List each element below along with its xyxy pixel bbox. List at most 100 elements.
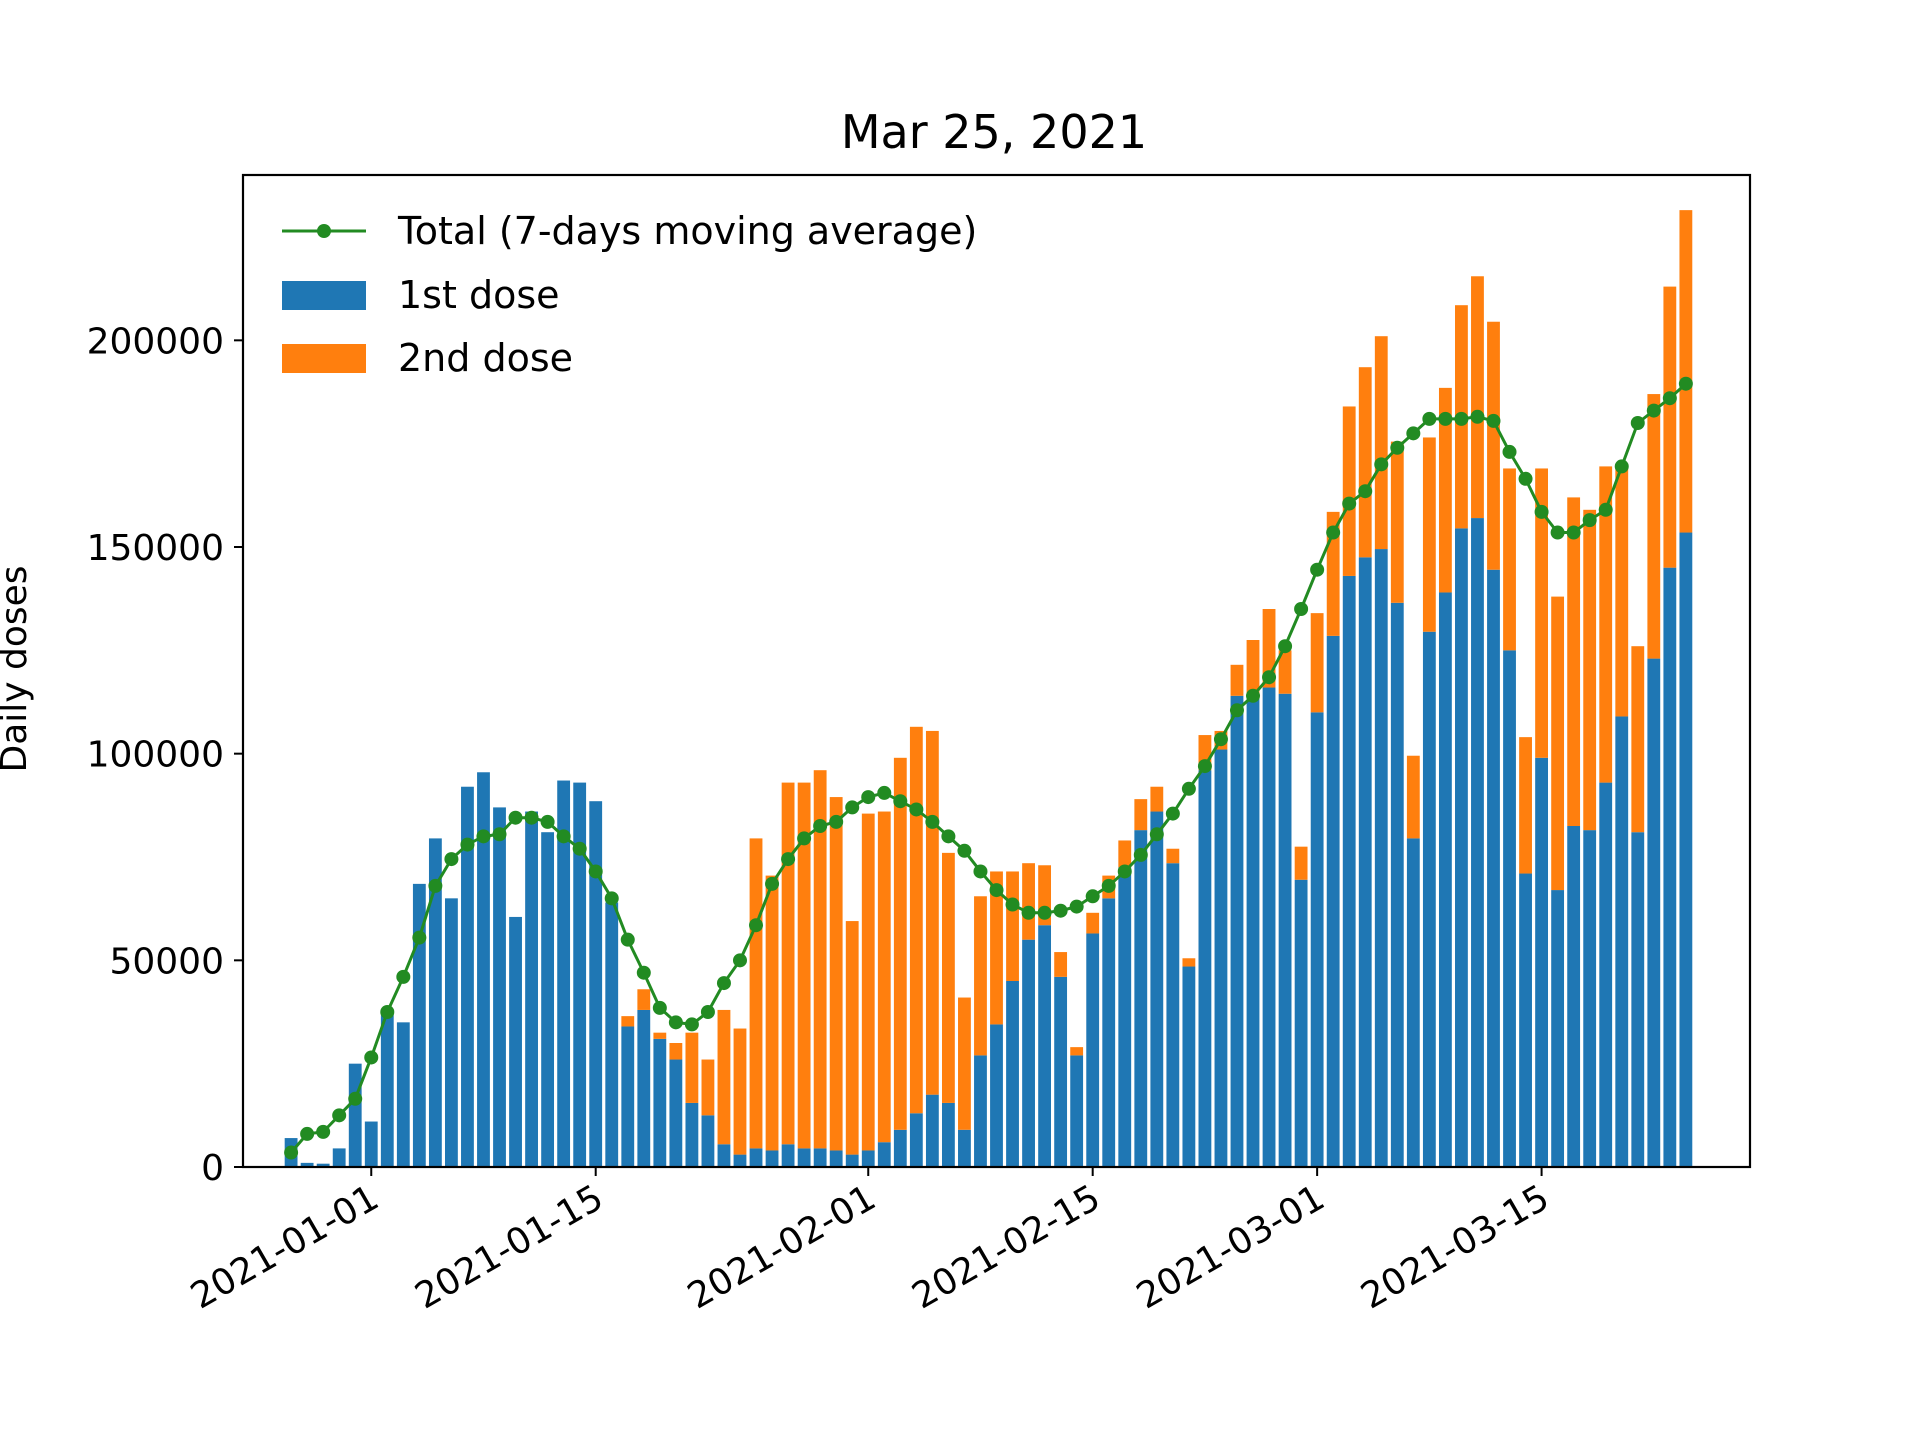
first-dose-bar: [1519, 873, 1532, 1167]
moving-average-point: [428, 878, 443, 893]
moving-average-point: [1550, 525, 1565, 540]
second-dose-bar: [1246, 640, 1260, 698]
moving-average-point: [989, 883, 1004, 898]
plot-area-frame: [241, 173, 1752, 1169]
moving-average-point: [1390, 440, 1405, 455]
moving-average-point: [492, 827, 507, 842]
second-dose-bar: [1294, 846, 1308, 880]
first-dose-bar: [1679, 532, 1693, 1167]
moving-average-point: [284, 1145, 299, 1160]
moving-average-series: [284, 376, 1693, 1160]
moving-average-point: [1534, 504, 1549, 519]
first-dose-bar: [637, 1009, 651, 1167]
y-tick-label: 50000: [109, 941, 224, 982]
moving-average-point: [1630, 416, 1645, 430]
moving-average-point: [556, 829, 571, 844]
moving-average-point: [941, 829, 956, 844]
first-dose-bar: [1342, 575, 1356, 1167]
first-dose-bar: [861, 1150, 875, 1167]
first-dose-bar: [1294, 879, 1308, 1167]
second-dose-bar: [1647, 394, 1661, 659]
moving-average-point: [1181, 781, 1196, 796]
first-dose-bar: [1086, 933, 1100, 1167]
moving-average-point: [1069, 899, 1084, 914]
legend-label-second-dose: 2nd dose: [398, 336, 573, 380]
moving-average-point: [524, 810, 539, 825]
moving-average-point: [348, 1091, 363, 1106]
first-dose-bar: [1374, 549, 1388, 1167]
second-dose-bar: [621, 1016, 635, 1027]
moving-average-point: [316, 1124, 331, 1139]
first-dose-bar: [1326, 635, 1340, 1167]
moving-average-point: [877, 785, 892, 800]
first-dose-bar: [1503, 650, 1516, 1167]
moving-average-point: [1085, 889, 1100, 904]
first-dose-bar: [1278, 693, 1292, 1167]
moving-average-point: [1406, 426, 1421, 441]
x-tick-label: 2021-03-15: [1354, 1177, 1556, 1317]
second-dose-bar: [813, 770, 827, 1149]
moving-average-point: [973, 864, 988, 879]
moving-average-point: [300, 1126, 315, 1141]
first-dose-bar: [1551, 890, 1565, 1167]
first-dose-bar: [1054, 976, 1068, 1167]
first-dose-bar: [893, 1129, 907, 1167]
second-dose-bar: [749, 838, 763, 1149]
second-dose-bar: [1374, 336, 1388, 550]
moving-average-point: [1438, 411, 1453, 426]
first-dose-bar: [1631, 832, 1645, 1167]
first-dose-bar: [1310, 712, 1324, 1167]
first-dose-bar: [1022, 939, 1035, 1167]
moving-average-point: [1566, 525, 1581, 540]
moving-average-point: [540, 814, 555, 829]
first-dose-bar: [653, 1038, 667, 1167]
moving-average-point: [1213, 732, 1228, 747]
moving-average-point: [364, 1050, 379, 1065]
moving-average-point: [1454, 411, 1469, 426]
moving-average-point: [460, 837, 475, 852]
first-dose-bar: [765, 1150, 779, 1167]
second-dose-bar: [1422, 437, 1436, 632]
second-dose-bar: [1438, 387, 1452, 593]
second-dose-bar: [1567, 497, 1581, 826]
second-dose-bar: [733, 1028, 747, 1155]
y-axis-label: Daily doses: [0, 565, 35, 772]
moving-average-point: [1646, 403, 1661, 418]
second-dose-bar: [685, 1032, 699, 1103]
first-dose-bar: [1262, 687, 1276, 1167]
moving-average-point: [444, 852, 459, 867]
moving-average-point: [797, 831, 812, 846]
first-dose-bar: [1150, 811, 1164, 1167]
moving-average-point: [604, 891, 619, 906]
moving-average-point: [1262, 670, 1277, 685]
first-dose-bar: [1567, 826, 1581, 1167]
moving-average-point: [1037, 905, 1052, 920]
moving-average-point: [1246, 688, 1261, 703]
first-dose-bar: [974, 1055, 987, 1167]
first-dose-bar: [909, 1113, 923, 1167]
moving-average-point: [1005, 897, 1020, 912]
second-dose-bar: [1118, 840, 1132, 868]
moving-average-point: [1278, 639, 1293, 654]
second-dose-bar: [1487, 321, 1500, 570]
moving-average-point: [588, 864, 603, 879]
moving-average-point: [508, 810, 523, 825]
first-dose-bar: [477, 772, 490, 1167]
first-dose-bar: [1535, 757, 1548, 1167]
first-dose-bar: [300, 1162, 314, 1167]
second-dose-bar: [1390, 441, 1404, 603]
second-dose-bar: [1230, 664, 1244, 696]
second-dose-bar: [941, 852, 955, 1103]
second-dose-bar: [925, 730, 939, 1095]
first-dose-bar: [845, 1154, 859, 1167]
second-dose-bar: [990, 871, 1003, 1025]
moving-average-point: [1021, 905, 1036, 920]
first-dose-bar: [621, 1026, 635, 1167]
moving-average-point: [332, 1108, 347, 1123]
first-dose-bar: [509, 916, 522, 1167]
first-dose-bar: [461, 786, 474, 1167]
first-dose-bar: [717, 1144, 731, 1167]
moving-average-point: [829, 814, 844, 829]
moving-average-point: [845, 800, 860, 815]
